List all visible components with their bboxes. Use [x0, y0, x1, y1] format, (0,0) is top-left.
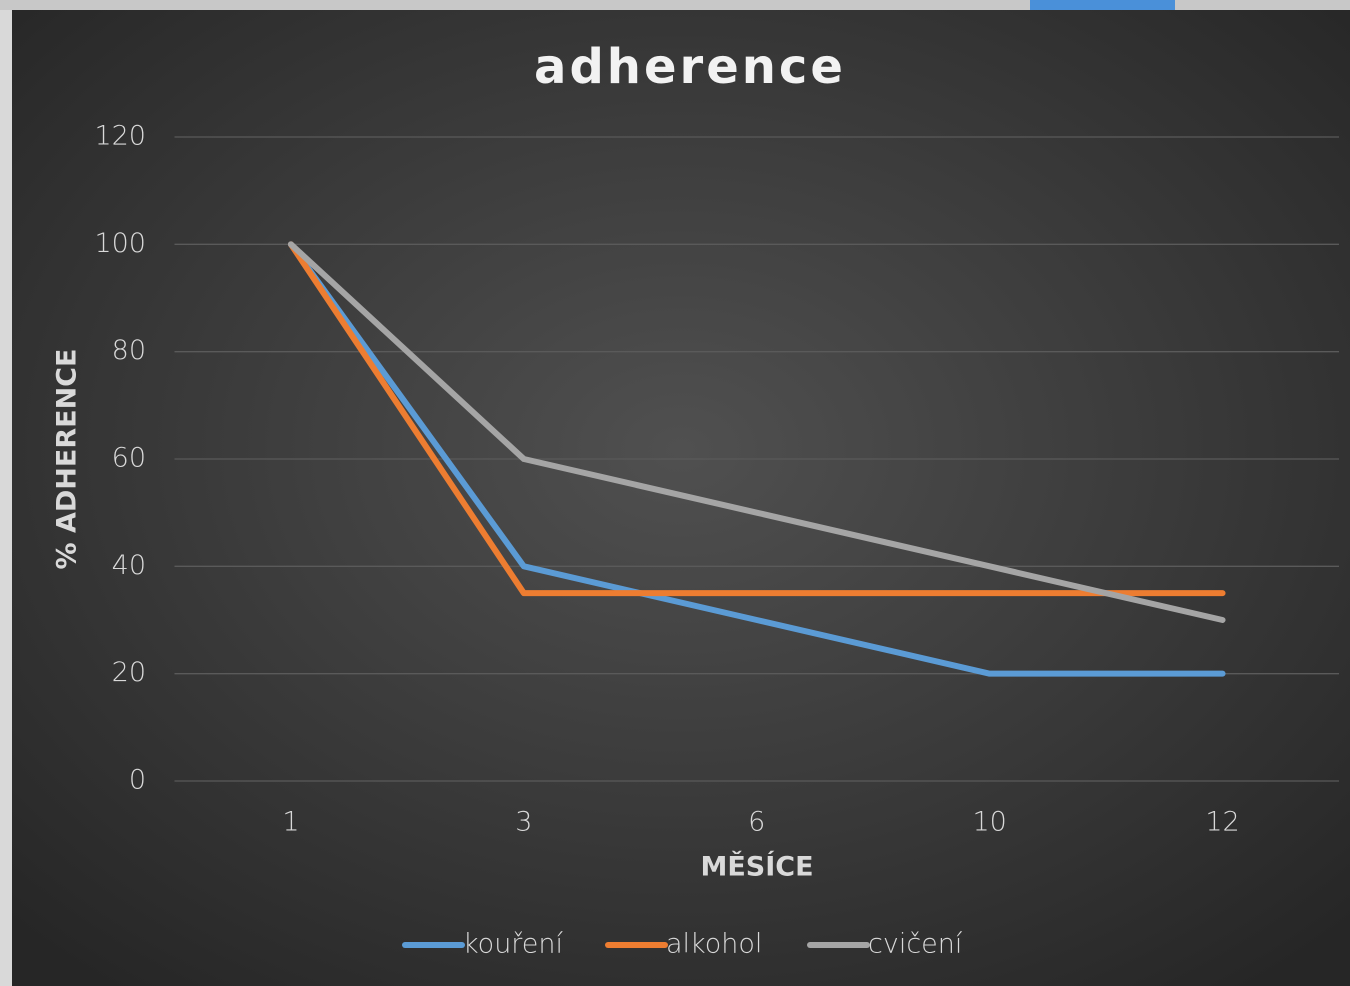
x-tick-label: 6	[748, 807, 765, 838]
x-tick-label: 3	[515, 807, 532, 838]
x-tick-label: 1	[282, 807, 299, 838]
legend-label: kouření	[463, 929, 564, 960]
legend-label: cvičení	[868, 929, 963, 960]
series-line	[287, 241, 1226, 623]
x-tick-label: 10	[972, 807, 1006, 838]
tab-accent	[1030, 0, 1175, 10]
series-line	[287, 241, 1226, 597]
x-tick-label: 12	[1205, 807, 1239, 838]
y-axis-label: % ADHERENCE	[52, 349, 83, 570]
y-tick-label: 60	[112, 443, 146, 474]
y-tick-label: 80	[112, 335, 146, 366]
y-tick-label: 40	[112, 550, 146, 581]
y-tick-label: 20	[112, 657, 146, 688]
y-tick-label: 0	[129, 765, 146, 796]
legend-label: alkohol	[666, 929, 762, 960]
y-tick-label: 100	[94, 228, 146, 259]
y-tick-label: 120	[94, 121, 146, 152]
top-strip	[0, 0, 1350, 10]
chart-title: adherence	[534, 39, 846, 95]
series-line	[287, 241, 1226, 677]
x-axis-label: MĚSÍCE	[700, 851, 813, 883]
